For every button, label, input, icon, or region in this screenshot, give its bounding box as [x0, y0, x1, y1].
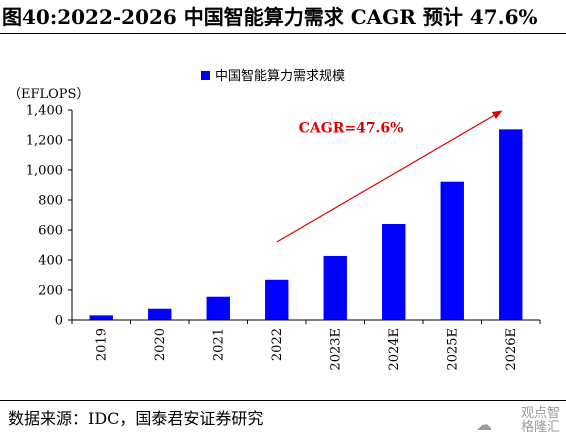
bar — [148, 308, 172, 320]
x-tick-label: 2019 — [94, 328, 109, 361]
bar — [89, 315, 113, 320]
x-tick-label: 2021 — [211, 328, 226, 361]
y-tick-label: 600 — [38, 224, 63, 239]
cagr-arrow — [276, 110, 503, 243]
bar — [499, 129, 523, 320]
y-tick-label: 1,200 — [26, 134, 63, 149]
legend-swatch — [201, 71, 210, 80]
cagr-label: CAGR=47.6% — [299, 121, 404, 137]
x-tick-label: 2025E — [445, 328, 460, 371]
chart-legend: 中国智能算力需求规模 — [201, 69, 345, 84]
x-tick-label: 2023E — [328, 328, 343, 371]
bar — [382, 224, 406, 320]
y-axis-label: （EFLOPS） — [8, 87, 89, 102]
y-tick-label: 1,400 — [26, 104, 63, 119]
x-axis-ticks: 2019 2020 2021 2022 2023E 2024E 2025E 2026E — [71, 320, 541, 371]
y-axis-ticks: 0 200 400 600 800 1,000 1,200 1,400 — [26, 104, 72, 329]
watermark: 观点智 格隆汇 — [521, 407, 560, 435]
cagr-annotation: CAGR=47.6% — [276, 110, 503, 243]
bars — [89, 129, 523, 320]
y-tick-label: 0 — [55, 314, 63, 329]
bar — [265, 279, 289, 320]
source-text: 数据来源：IDC，国泰君安证券研究 — [8, 409, 264, 428]
x-tick-label: 2022 — [270, 328, 285, 361]
watermark-line2: 格隆汇 — [520, 420, 560, 435]
bar — [206, 296, 230, 320]
bar — [323, 255, 347, 320]
x-tick-label: 2020 — [153, 328, 168, 361]
legend-label: 中国智能算力需求规模 — [215, 69, 345, 84]
wechat-icon: ☁ — [476, 415, 492, 434]
y-tick-label: 1,000 — [26, 164, 63, 179]
figure-title: 图40:2022-2026 中国智能算力需求 CAGR 预计 47.6% — [0, 0, 566, 34]
bar-chart: 中国智能算力需求规模 （EFLOPS） 0 200 400 600 800 1,000 1,… — [8, 69, 541, 371]
x-tick-label: 2024E — [387, 328, 402, 371]
y-tick-label: 400 — [38, 254, 63, 269]
y-tick-label: 200 — [38, 284, 63, 299]
y-tick-label: 800 — [38, 194, 63, 209]
x-tick-label: 2026E — [504, 328, 519, 371]
watermark-line1: 观点智 — [520, 406, 560, 421]
source-note: 数据来源：IDC，国泰君安证券研究 ☁ 观点智 格隆汇 — [0, 400, 566, 439]
bar — [440, 181, 464, 320]
